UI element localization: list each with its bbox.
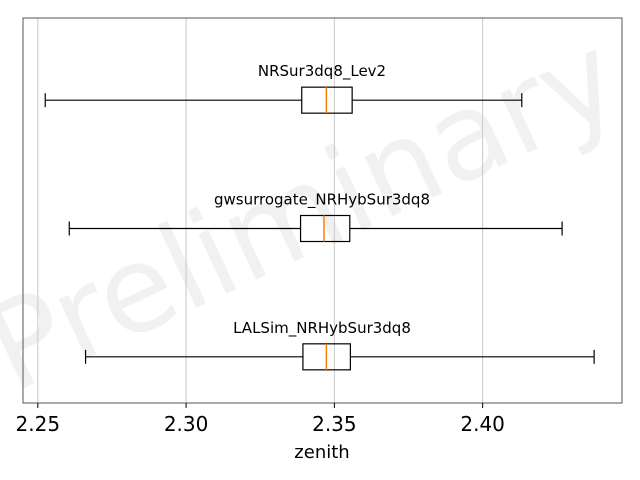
x-tick-label: 2.35: [312, 412, 357, 436]
box-NRSur3dq8_Lev2: NRSur3dq8_Lev2: [44, 62, 523, 114]
x-axis-label: zenith: [294, 442, 349, 463]
grid-lines: [37, 18, 484, 403]
plot-frame: [22, 17, 623, 404]
box-gwsurrogate_NRHybSur3dq8: gwsurrogate_NRHybSur3dq8: [68, 191, 563, 243]
box-group: NRSur3dq8_Lev2 gwsurrogate_NRHybSur3dq8 LA…: [44, 62, 595, 371]
iqr-box: [299, 214, 351, 243]
series-label: LALSim_NRHybSur3dq8: [233, 319, 411, 338]
x-tick-label: 2.25: [16, 412, 61, 436]
series-label: gwsurrogate_NRHybSur3dq8: [214, 191, 430, 210]
series-label: NRSur3dq8_Lev2: [258, 62, 386, 81]
x-tick-label: 2.30: [164, 412, 209, 436]
x-axis-ticks: 2.25 2.30 2.35 2.40: [16, 403, 505, 436]
x-tick-label: 2.40: [460, 412, 505, 436]
box-LALSim_NRHybSur3dq8: LALSim_NRHybSur3dq8: [84, 319, 595, 371]
